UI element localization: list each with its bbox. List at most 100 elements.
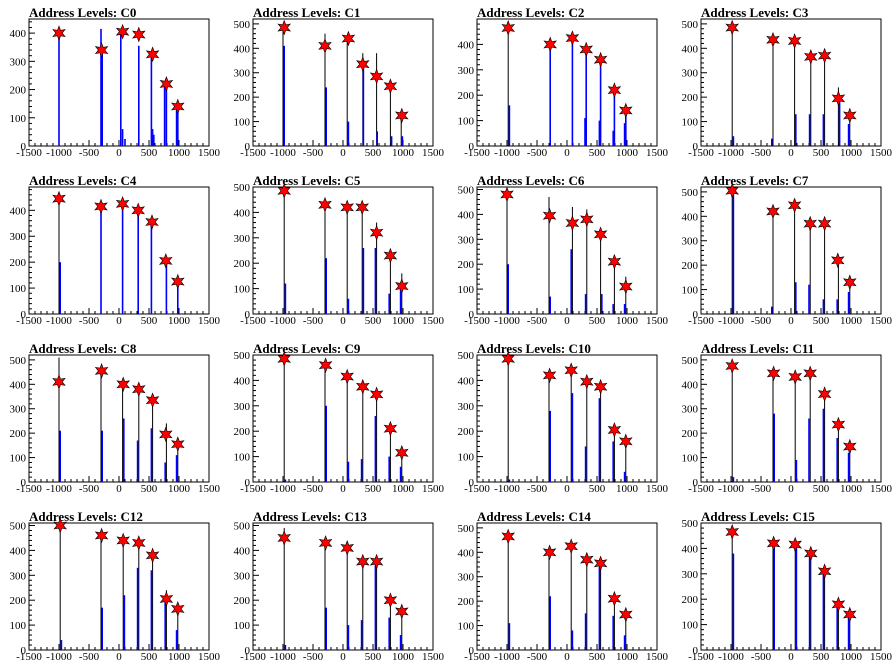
x-tick-label: 1000 [840, 315, 863, 327]
chart-panel-9: Address Levels: C90100200300400500-1500-… [234, 341, 445, 495]
peak-marker [117, 533, 129, 547]
peak-marker [320, 536, 332, 550]
plot-frame [477, 355, 657, 482]
x-tick-label: 1000 [616, 651, 639, 663]
y-tick-label: 300 [234, 233, 251, 245]
y-tick-label: 400 [10, 379, 27, 391]
x-tick-label: 500 [813, 147, 830, 159]
x-tick-label: 0 [564, 651, 570, 663]
peak-marker [357, 380, 369, 394]
peak-marker [819, 49, 831, 63]
peak-marker [768, 536, 780, 550]
peak-marker [278, 531, 290, 545]
peak-marker [502, 529, 514, 543]
y-tick-label: 500 [10, 355, 27, 367]
peak-marker [357, 57, 369, 71]
x-tick-label: -1500 [240, 483, 266, 495]
chart-title: Address Levels: C15 [701, 509, 815, 524]
peak-marker [341, 370, 353, 384]
x-tick-label: -500 [751, 147, 772, 159]
peak-marker [160, 254, 172, 268]
y-tick-label: 400 [10, 28, 27, 40]
y-tick-label: 100 [682, 453, 699, 465]
x-tick-label: -500 [79, 315, 100, 327]
peak-marker [132, 203, 144, 217]
x-tick-label: 500 [589, 315, 606, 327]
x-tick-label: 0 [788, 147, 794, 159]
x-tick-label: 1000 [168, 483, 191, 495]
x-tick-label: -1000 [270, 147, 296, 159]
peak-marker [396, 279, 408, 293]
x-tick-label: 1500 [198, 147, 221, 159]
peak-marker [544, 545, 556, 559]
x-tick-label: -1500 [464, 483, 490, 495]
y-tick-label: 200 [234, 92, 251, 104]
peak-marker [620, 608, 632, 622]
x-tick-label: 500 [365, 651, 382, 663]
plot-frame [477, 187, 657, 314]
x-tick-label: 500 [589, 483, 606, 495]
y-tick-label: 400 [458, 375, 475, 387]
x-tick-label: 0 [116, 651, 122, 663]
peak-marker [620, 280, 632, 294]
peak-marker [620, 103, 632, 117]
y-tick-label: 500 [10, 520, 27, 532]
y-tick-label: 500 [234, 350, 251, 362]
x-tick-label: 0 [564, 147, 570, 159]
peak-marker [319, 198, 331, 212]
peak-marker [844, 108, 856, 122]
x-tick-label: 1000 [840, 147, 863, 159]
peak-marker [117, 377, 129, 391]
y-tick-label: 200 [10, 257, 27, 269]
x-tick-label: -500 [303, 651, 324, 663]
x-tick-label: 1000 [616, 483, 639, 495]
x-tick-label: 1500 [422, 483, 445, 495]
y-tick-label: 100 [234, 620, 251, 632]
x-tick-label: -1500 [688, 651, 714, 663]
peak-marker [832, 418, 844, 432]
y-tick-label: 100 [682, 285, 699, 297]
peak-marker [581, 212, 593, 226]
y-tick-label: 100 [458, 452, 475, 464]
x-tick-label: 500 [365, 483, 382, 495]
y-tick-label: 500 [682, 355, 699, 367]
x-tick-label: -1500 [240, 315, 266, 327]
peak-marker [146, 215, 158, 229]
y-tick-label: 200 [458, 426, 475, 438]
y-tick-label: 400 [682, 43, 699, 55]
x-tick-label: 500 [813, 483, 830, 495]
y-tick-label: 400 [458, 547, 475, 559]
y-tick-label: 100 [682, 117, 699, 129]
chart-panel-15: Address Levels: C15 0 100 200 300 400 500 -1500… [682, 509, 893, 663]
peak-marker [789, 370, 801, 384]
x-tick-label: -1000 [494, 651, 520, 663]
peak-marker [620, 434, 632, 448]
chart-panel-2: Address Levels: C20100200300400-1500 -100… [458, 5, 669, 159]
y-tick-label: 100 [234, 452, 251, 464]
y-tick-label: 200 [682, 594, 699, 606]
peak-marker [608, 83, 620, 97]
y-tick-label: 400 [234, 43, 251, 55]
chart-panel-6: Address Levels: C60100200300400500-1500-… [458, 173, 669, 327]
x-tick-label: 1000 [616, 147, 639, 159]
x-tick-label: 1000 [392, 651, 415, 663]
x-tick-label: -1000 [46, 483, 72, 495]
x-tick-label: -1000 [46, 651, 72, 663]
x-tick-label: -500 [79, 483, 100, 495]
peak-marker [544, 209, 556, 223]
y-tick-label: 300 [234, 68, 251, 80]
x-tick-label: -500 [751, 483, 772, 495]
chart-title: Address Levels: C5 [253, 173, 361, 188]
y-tick-label: 400 [682, 211, 699, 223]
peak-marker [805, 50, 817, 64]
x-tick-label: 0 [788, 651, 794, 663]
x-tick-label: 500 [141, 315, 158, 327]
chart-title: Address Levels: C6 [477, 173, 585, 188]
peak-marker [768, 366, 780, 380]
peak-marker [789, 34, 801, 48]
x-tick-label: 1500 [422, 651, 445, 663]
chart-panel-4: Address Levels: C40100200300400-1500 -100… [10, 173, 221, 327]
chart-title: Address Levels: C2 [477, 5, 584, 20]
chart-title: Address Levels: C4 [29, 173, 137, 188]
peak-marker [341, 200, 353, 214]
